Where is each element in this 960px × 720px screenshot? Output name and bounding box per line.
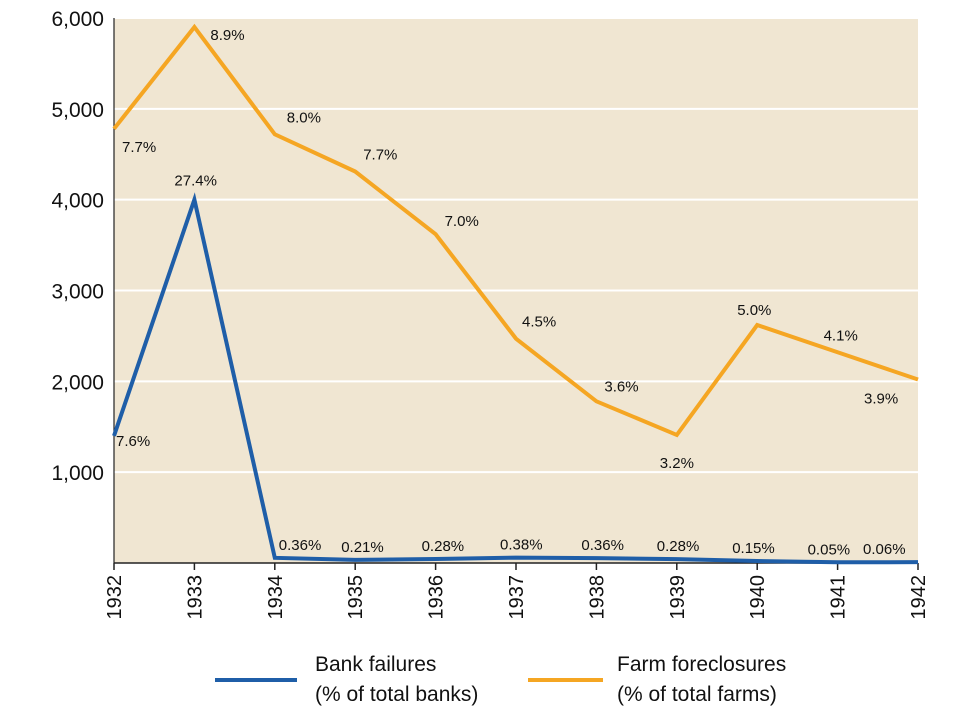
- y-tick-label: 1,000: [51, 462, 104, 485]
- data-label-bank-failures: 27.4%: [174, 173, 217, 190]
- data-label-farm-foreclosures: 7.7%: [122, 139, 156, 156]
- data-labels: 7.6% 27.4% 0.36% 0.21% 0.28% 0.38% 0.36% 0.28% 0…: [116, 27, 906, 558]
- data-label-bank-failures: 7.6%: [116, 433, 150, 450]
- x-tick-label: 1938: [586, 575, 608, 620]
- legend: Bank failures (% of total banks) Farm fo…: [215, 653, 786, 706]
- x-tick-label: 1932: [104, 575, 126, 620]
- x-tick-label: 1937: [506, 575, 528, 620]
- x-axis-ticks: 1932 1933 1934 1935 1936 1937 1938 1939 1940 1941…: [104, 563, 930, 620]
- legend-sublabel-bank-failures: (% of total banks): [315, 683, 478, 706]
- data-label-farm-foreclosures: 7.7%: [363, 147, 397, 164]
- x-tick-label: 1933: [184, 575, 206, 620]
- x-tick-label: 1935: [345, 575, 367, 620]
- data-label-bank-failures: 0.36%: [279, 537, 322, 554]
- data-label-farm-foreclosures: 3.6%: [604, 378, 638, 395]
- grid-lines: [114, 17, 918, 474]
- data-label-farm-foreclosures: 8.0%: [287, 109, 321, 126]
- data-label-farm-foreclosures: 3.9%: [864, 391, 898, 408]
- x-tick-label: 1939: [667, 575, 689, 620]
- data-label-bank-failures: 0.28%: [422, 538, 465, 555]
- data-label-bank-failures: 0.06%: [863, 541, 906, 558]
- series-line-farm-foreclosures: [112, 23, 919, 438]
- x-tick-label: 1934: [265, 575, 287, 620]
- data-label-farm-foreclosures: 5.0%: [737, 302, 771, 319]
- data-label-bank-failures: 0.36%: [581, 537, 624, 554]
- y-tick-label: 4,000: [51, 190, 104, 213]
- series-line-bank-failures: [112, 192, 919, 565]
- data-label-farm-foreclosures: 3.2%: [660, 455, 694, 472]
- y-tick-label: 6,000: [51, 8, 104, 31]
- x-tick-label: 1940: [747, 575, 769, 620]
- y-tick-label: 5,000: [51, 99, 104, 122]
- data-label-farm-foreclosures: 4.1%: [824, 327, 858, 344]
- data-label-bank-failures: 0.21%: [341, 539, 384, 556]
- y-tick-label: 2,000: [51, 371, 104, 394]
- y-tick-label: 3,000: [51, 281, 104, 304]
- legend-sublabel-farm-foreclosures: (% of total farms): [617, 683, 777, 706]
- data-label-farm-foreclosures: 4.5%: [522, 314, 556, 331]
- data-label-bank-failures: 0.28%: [657, 538, 700, 555]
- data-label-farm-foreclosures: 8.9%: [210, 27, 244, 44]
- data-label-bank-failures: 0.05%: [808, 541, 851, 558]
- data-label-bank-failures: 0.38%: [500, 537, 543, 554]
- x-tick-label: 1936: [426, 575, 448, 620]
- data-label-farm-foreclosures: 7.0%: [445, 213, 479, 230]
- data-label-bank-failures: 0.15%: [732, 540, 775, 557]
- y-axis-ticks: 1,000 2,000 3,000 4,000 5,000 6,000: [51, 8, 104, 485]
- x-tick-label: 1942: [908, 575, 930, 620]
- series-lines: [112, 23, 919, 565]
- x-tick-label: 1941: [828, 575, 850, 620]
- legend-label-bank-failures: Bank failures: [315, 653, 436, 676]
- legend-label-farm-foreclosures: Farm foreclosures: [617, 653, 786, 676]
